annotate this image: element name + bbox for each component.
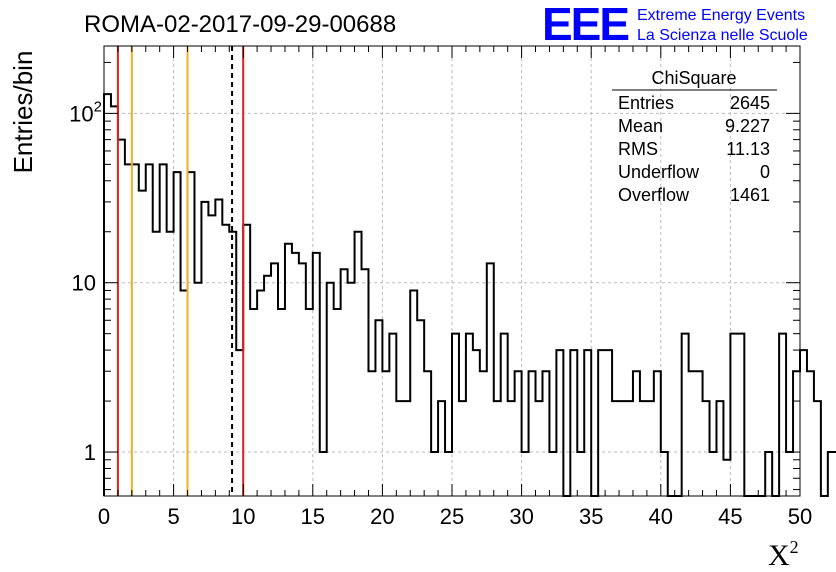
eee-logo: EEE	[542, 0, 628, 50]
x-tick-label: 50	[788, 504, 812, 529]
y-tick-label: 1	[84, 440, 96, 465]
org-line-1: Extreme Energy Events	[637, 7, 805, 24]
stats-value: 0	[760, 162, 770, 182]
y-tick-label: 102	[69, 98, 102, 126]
stats-value: 11.13	[726, 139, 770, 159]
stats-box: ChiSquare Entries 2645 Mean 9.227 RMS 11.13 Un…	[612, 68, 777, 205]
x-tick-label: 15	[301, 504, 325, 529]
stats-label: RMS	[618, 139, 658, 159]
x-tick-label: 35	[579, 504, 603, 529]
y-axis-label: Entries/bin	[8, 51, 38, 174]
x-tick-label: 40	[649, 504, 673, 529]
stats-title: ChiSquare	[651, 68, 736, 88]
x-tick-label: 0	[98, 504, 110, 529]
stats-value: 9.227	[725, 116, 770, 136]
x-tick-label: 20	[370, 504, 394, 529]
axes: 0 5 10 15 20 25 30 35 40 45 50 1 10 102	[69, 46, 812, 529]
x-tick-label: 25	[440, 504, 464, 529]
x-tick-label: 5	[167, 504, 179, 529]
cut-lines	[116, 46, 245, 496]
x-tick-label: 45	[718, 504, 742, 529]
x-tick-label: 10	[231, 504, 255, 529]
stats-value: 2645	[730, 93, 770, 113]
stats-label: Overflow	[618, 185, 690, 205]
stats-value: 1461	[730, 185, 770, 205]
run-title: ROMA-02-2017-09-29-00688	[84, 11, 396, 38]
org-line-2: La Scienza nelle Scuole	[637, 27, 808, 44]
histogram-series	[103, 93, 836, 497]
stats-label: Entries	[618, 93, 674, 113]
stats-label: Underflow	[618, 162, 700, 182]
histogram-outline	[103, 93, 836, 497]
x-axis-label: X2	[768, 537, 799, 572]
x-tick-label: 30	[509, 504, 533, 529]
y-tick-label: 10	[72, 271, 96, 296]
stats-label: Mean	[618, 116, 663, 136]
